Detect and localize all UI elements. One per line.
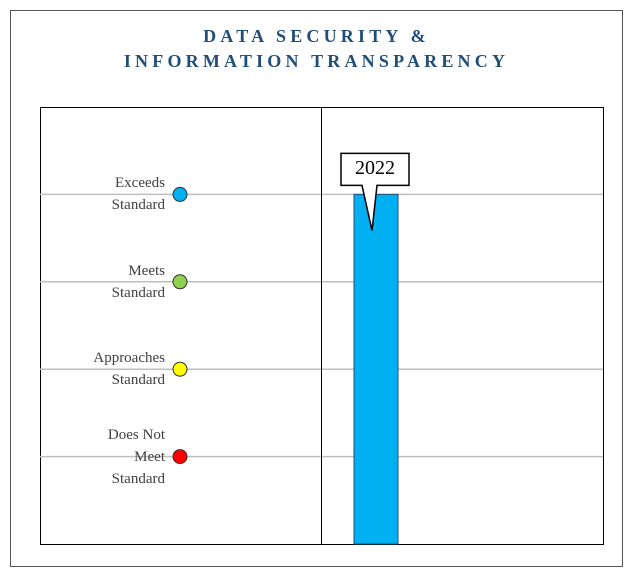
y-tick-label: Meets Standard xyxy=(111,262,165,301)
bar xyxy=(353,193,399,545)
y-tick-label: Approaches Standard xyxy=(93,350,165,389)
chart-title: INFORMATION TRANSPARENCY xyxy=(123,51,510,71)
callout-box xyxy=(340,152,410,231)
level-dot xyxy=(172,274,188,290)
level-dot xyxy=(172,449,188,465)
category-label: 2022 xyxy=(355,157,395,180)
level-dot xyxy=(172,186,188,202)
y-tick-label: Does Not Meet Standard xyxy=(107,426,165,487)
chart-title: DATA SECURITY & xyxy=(203,26,430,46)
level-dot xyxy=(172,361,188,377)
y-tick-label: Exceeds Standard xyxy=(111,175,165,214)
